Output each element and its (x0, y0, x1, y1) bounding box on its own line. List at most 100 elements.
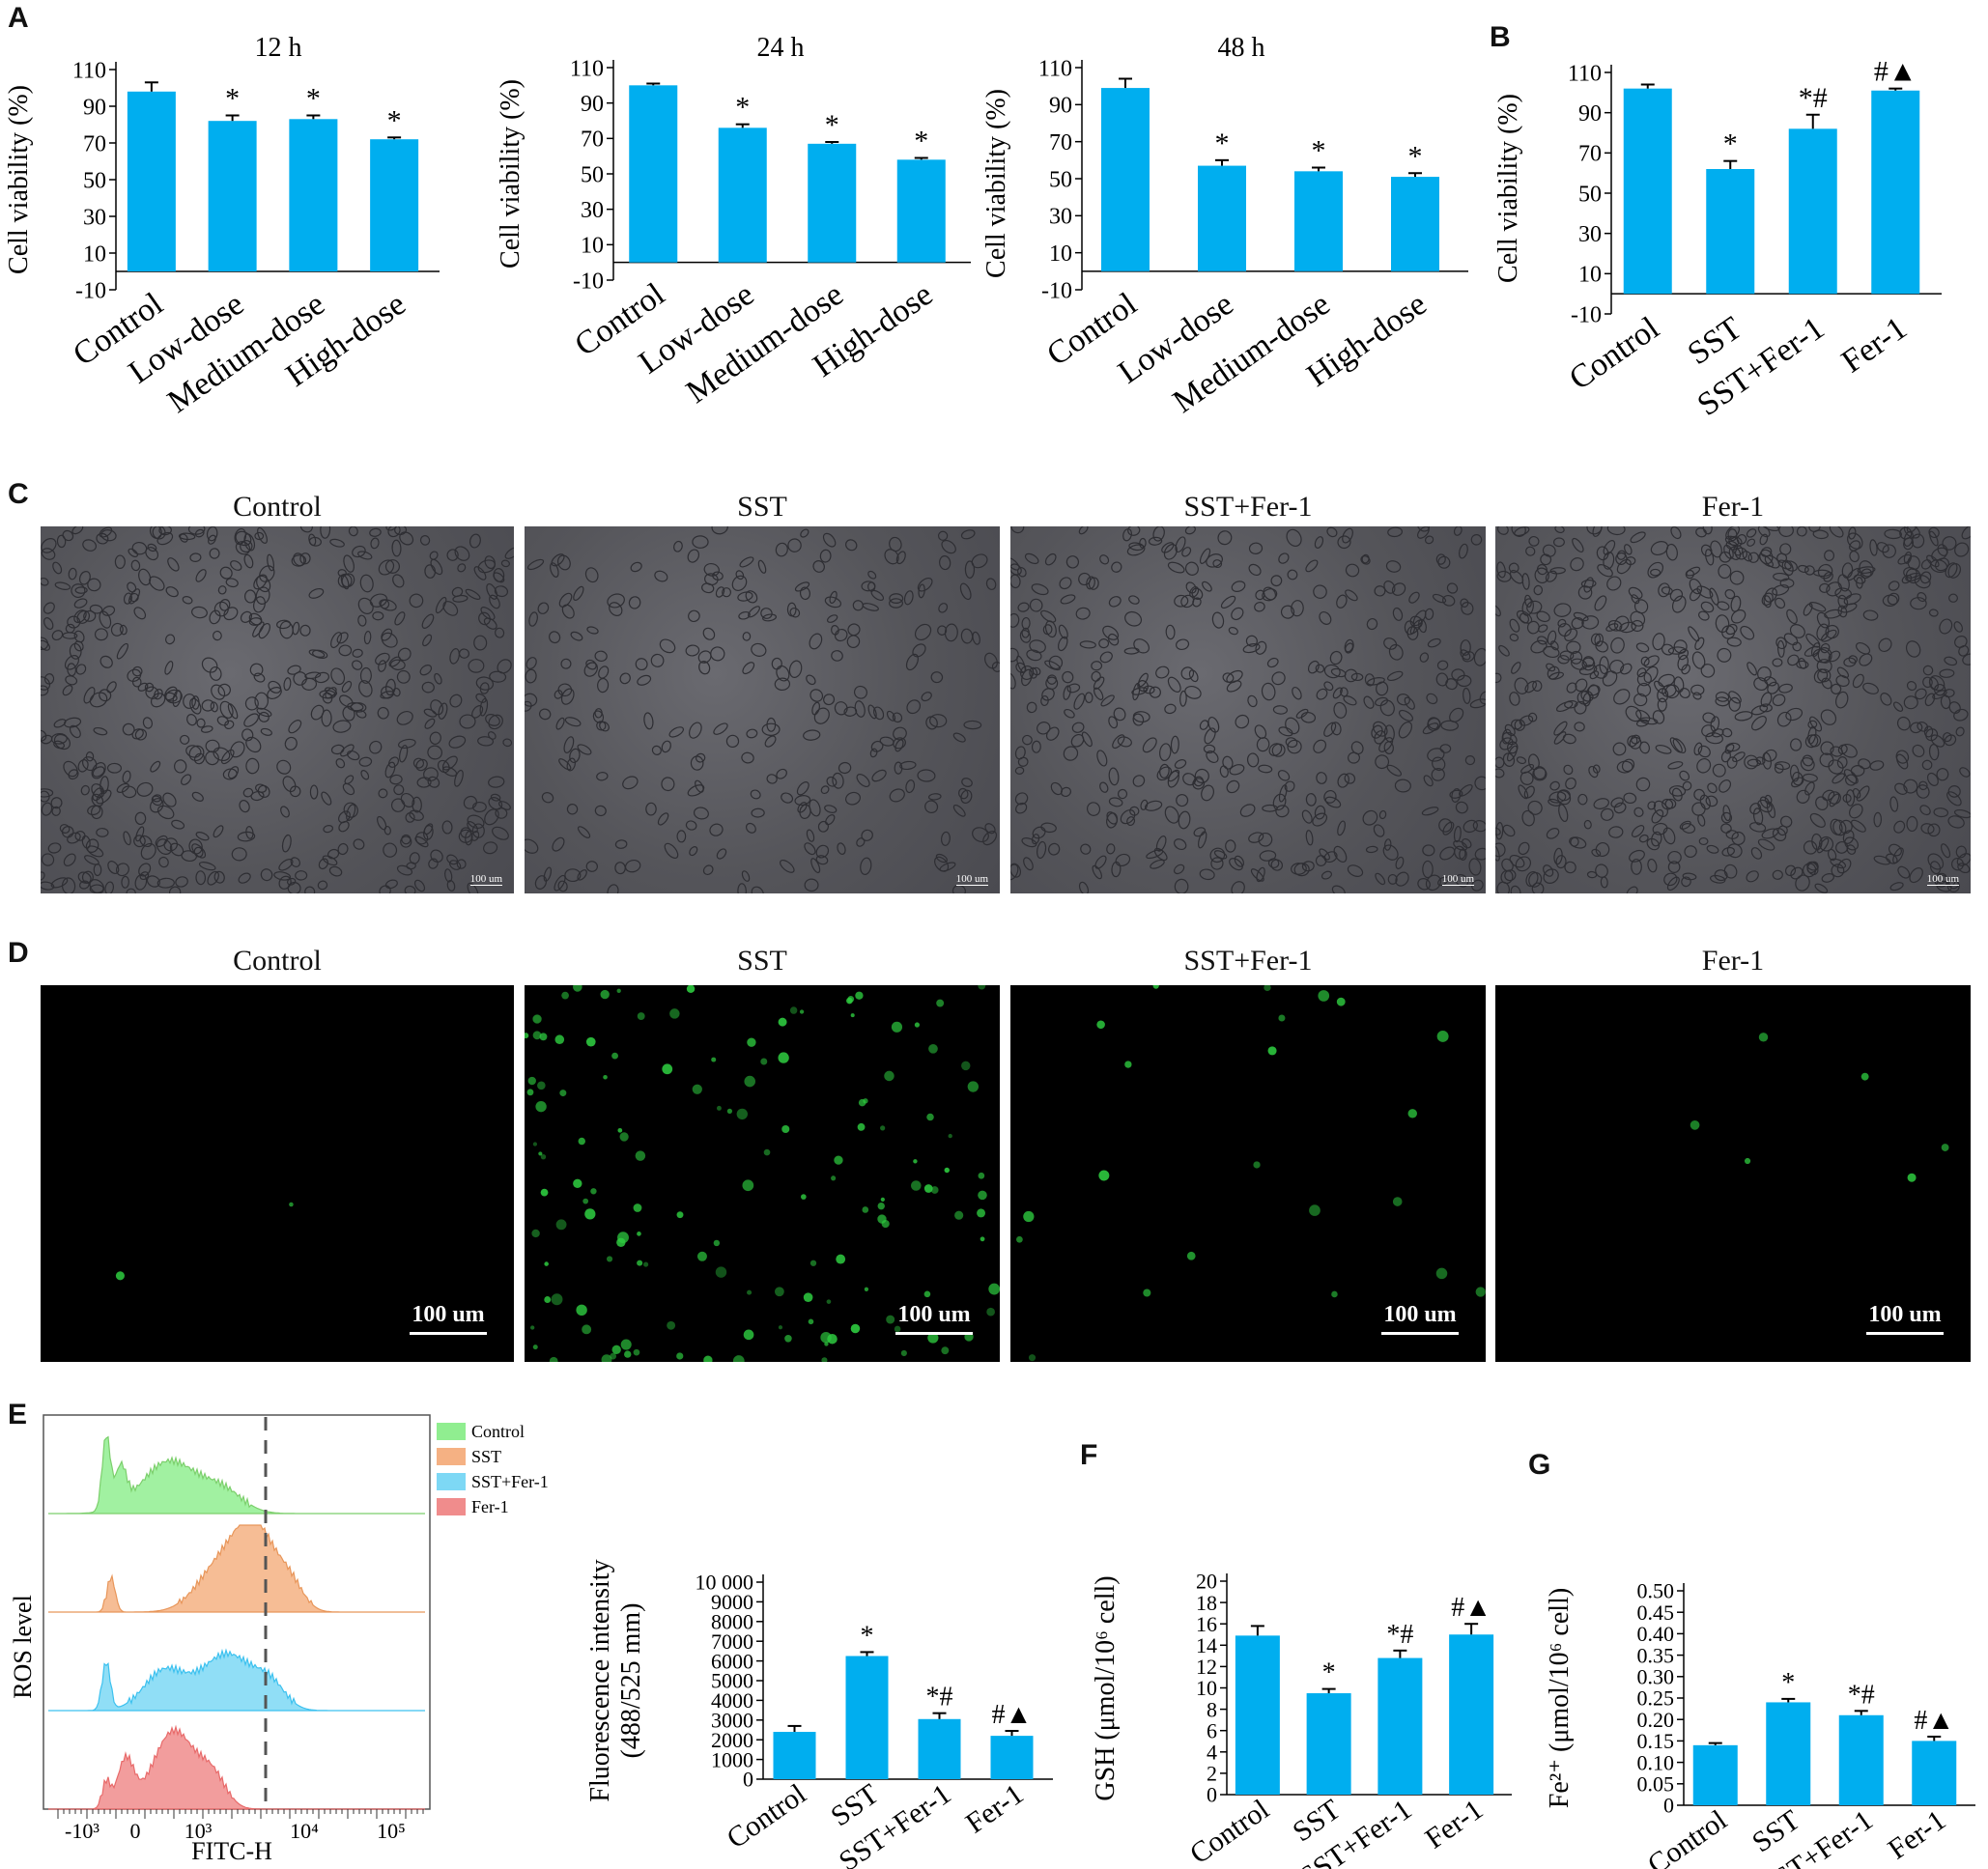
legend-label: SST+Fer-1 (471, 1472, 549, 1491)
significance-mark: * (861, 1621, 874, 1651)
bar (1449, 1634, 1494, 1795)
y-tick-label: 90 (581, 92, 604, 117)
brightfield-image: 100 um (1495, 526, 1971, 893)
micrograph-title: SST+Fer-1 (1183, 491, 1313, 523)
significance-mark: *# (1799, 82, 1828, 114)
scale-bar: 100 um (955, 873, 988, 886)
y-axis-label: Fluorescence intensity (585, 1559, 615, 1801)
x-tick-label: 10³ (185, 1819, 213, 1843)
y-tick-label: 70 (1578, 142, 1602, 167)
y-tick-label: 6 (1207, 1718, 1217, 1742)
significance-mark: *# (1386, 1620, 1413, 1650)
y-tick-label: 8000 (711, 1610, 753, 1634)
legend-swatch (437, 1498, 466, 1515)
y-tick-label: -10 (1041, 278, 1072, 303)
x-tick-label: Fer-1 (1883, 1804, 1952, 1866)
chart-title: 24 h (757, 33, 805, 63)
bar (1101, 88, 1150, 271)
y-axis-label: Cell viability (%) (4, 85, 34, 274)
y-tick-label: 50 (581, 162, 604, 187)
bar (896, 159, 946, 263)
y-tick-label: 4 (1207, 1741, 1217, 1765)
bar (1788, 128, 1837, 295)
y-tick-label: 2000 (711, 1728, 753, 1752)
bar (1306, 1693, 1351, 1795)
bar (1235, 1635, 1280, 1795)
scale-bar: 100 um (1866, 1302, 1944, 1335)
y-tick-label: 50 (1578, 182, 1602, 207)
panel-label-a: A (8, 2, 29, 34)
chart-title: 48 h (1218, 33, 1265, 63)
bar (808, 143, 857, 263)
y-tick-label: 14 (1196, 1633, 1217, 1657)
micrograph-title: Control (233, 491, 322, 523)
significance-mark: #▲ (1914, 1706, 1954, 1736)
bar-chart-gsh: GSH (μmol/10⁶ cell) 20181614121086420Cont… (1091, 1570, 1512, 1869)
y-tick-label: 18 (1196, 1591, 1217, 1615)
histogram-curve (48, 1724, 425, 1810)
y-tick-label: 8 (1207, 1697, 1217, 1721)
y-tick-label: 1000 (711, 1747, 753, 1771)
y-tick-label: 30 (581, 198, 604, 223)
significance-mark: * (225, 83, 240, 115)
y-tick-label: 90 (1578, 101, 1602, 127)
y-tick-label: 0.10 (1637, 1750, 1675, 1774)
scale-bar: 100 um (895, 1302, 973, 1335)
panel-label-d: D (8, 937, 29, 969)
y-tick-label: 90 (83, 95, 106, 120)
panel-label-c: C (8, 478, 29, 510)
fluorescence-image: 100 um (1495, 985, 1971, 1362)
bar (370, 139, 419, 271)
y-axis-label: Cell viability (%) (981, 89, 1011, 278)
legend-label: Fer-1 (471, 1497, 509, 1516)
y-tick-label: -10 (1571, 302, 1602, 327)
y-tick-label: 5000 (711, 1669, 753, 1693)
x-tick-label: Fer-1 (1835, 310, 1914, 380)
y-tick-label: 10 (581, 234, 604, 259)
scale-bar: 100 um (410, 1302, 487, 1335)
significance-mark: * (914, 126, 928, 157)
brightfield-image: 100 um (1010, 526, 1486, 893)
micrograph-title: SST (737, 945, 787, 977)
significance-mark: * (1723, 128, 1738, 160)
y-tick-label: 0 (1207, 1783, 1217, 1807)
y-tick-label: 4000 (711, 1688, 753, 1713)
scale-bar: 100 um (1926, 873, 1959, 886)
y-tick-label: 110 (1038, 56, 1072, 81)
bar (629, 85, 678, 263)
histogram-curve (48, 1435, 425, 1515)
legend-swatch (437, 1473, 466, 1490)
y-tick-label: 9000 (711, 1590, 753, 1614)
chart-title: 12 h (255, 33, 302, 63)
y-tick-label: 70 (1049, 130, 1072, 156)
significance-mark: *# (926, 1683, 953, 1713)
y-tick-label: 20 (1196, 1570, 1217, 1594)
significance-mark: * (825, 109, 839, 141)
micrograph-title: Fer-1 (1701, 945, 1765, 977)
x-tick-label: Control (1642, 1804, 1733, 1869)
y-tick-label: 0.15 (1637, 1729, 1675, 1753)
bar (1912, 1741, 1957, 1805)
ros-flow-histogram: ROS level -10³ 0 10³ 10⁴ 10⁵ FITC-H Control S… (9, 1414, 549, 1865)
significance-mark: * (735, 92, 750, 124)
y-tick-label: 7000 (711, 1629, 753, 1654)
y-axis-label: (488/525 mm) (616, 1603, 646, 1759)
bar (127, 91, 176, 271)
x-tick-label: Control (1184, 1794, 1275, 1869)
significance-mark: * (387, 104, 402, 136)
x-tick-label: 10⁴ (290, 1819, 319, 1843)
bar (918, 1718, 961, 1779)
bar-chart-fe2: Fe²⁺ (μmol/10⁶ cell) 0.500.450.400.350.30… (1545, 1579, 1975, 1869)
ros-xlabel: FITC-H (191, 1837, 272, 1865)
histogram-curve (48, 1648, 425, 1712)
brightfield-image: 100 um (525, 526, 1000, 893)
y-tick-label: 0 (743, 1768, 753, 1792)
y-tick-label: 50 (1049, 167, 1072, 192)
y-tick-label: 6000 (711, 1649, 753, 1673)
y-tick-label: 10 (83, 241, 106, 267)
bar (1198, 165, 1246, 271)
y-tick-label: 10 (1196, 1676, 1217, 1700)
bar (1377, 1657, 1423, 1795)
x-tick-label: 10⁵ (377, 1819, 406, 1843)
